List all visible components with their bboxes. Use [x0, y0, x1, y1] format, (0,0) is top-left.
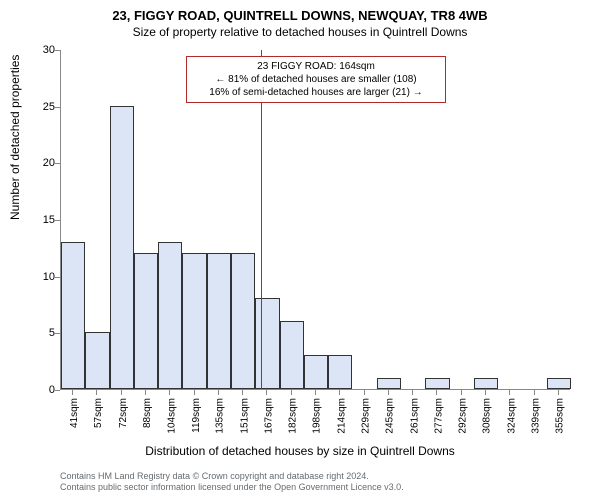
- x-tick-label: 355sqm: [555, 398, 566, 434]
- x-tick-mark: [364, 390, 365, 395]
- footer-attribution: Contains HM Land Registry data © Crown c…: [60, 471, 404, 494]
- y-tick-mark: [55, 163, 60, 164]
- x-tick-mark: [558, 390, 559, 395]
- x-tick-mark: [509, 390, 510, 395]
- y-tick-label: 30: [43, 44, 55, 56]
- x-tick-label: 57sqm: [93, 398, 104, 428]
- histogram-bar: [425, 378, 449, 389]
- x-tick-label: 182sqm: [288, 398, 299, 434]
- histogram-bar: [280, 321, 304, 389]
- x-tick-mark: [461, 390, 462, 395]
- histogram-bar: [207, 253, 231, 389]
- x-tick-label: 119sqm: [191, 398, 202, 433]
- info-box-line2: ← 81% of detached houses are smaller (10…: [193, 73, 439, 86]
- x-tick-mark: [485, 390, 486, 395]
- x-tick-mark: [388, 390, 389, 395]
- x-tick-mark: [169, 390, 170, 395]
- histogram-bar: [231, 253, 255, 389]
- x-tick-mark: [194, 390, 195, 395]
- x-tick-label: 245sqm: [385, 398, 396, 434]
- x-tick-label: 88sqm: [142, 398, 153, 428]
- x-tick-label: 292sqm: [458, 398, 469, 434]
- y-tick-label: 15: [43, 214, 55, 226]
- x-tick-mark: [436, 390, 437, 395]
- x-tick-label: 151sqm: [239, 398, 250, 434]
- info-box-line3: 16% of semi-detached houses are larger (…: [193, 86, 439, 99]
- y-tick-mark: [55, 333, 60, 334]
- histogram-bar: [134, 253, 158, 389]
- x-tick-label: 308sqm: [482, 398, 493, 434]
- histogram-bar: [110, 106, 134, 389]
- y-axis-label: Number of detached properties: [8, 55, 22, 220]
- info-box: 23 FIGGY ROAD: 164sqm ← 81% of detached …: [186, 56, 446, 103]
- x-tick-mark: [145, 390, 146, 395]
- x-tick-mark: [412, 390, 413, 395]
- histogram-bar: [182, 253, 206, 389]
- x-tick-label: 261sqm: [409, 398, 420, 434]
- chart-title-sub: Size of property relative to detached ho…: [0, 23, 600, 39]
- histogram-bar: [474, 378, 498, 389]
- x-tick-label: 324sqm: [506, 398, 517, 434]
- x-tick-mark: [121, 390, 122, 395]
- footer-line1: Contains HM Land Registry data © Crown c…: [60, 471, 404, 483]
- y-tick-label: 25: [43, 101, 55, 113]
- x-tick-label: 339sqm: [531, 398, 542, 434]
- x-tick-label: 277sqm: [433, 398, 444, 434]
- x-tick-mark: [291, 390, 292, 395]
- x-tick-mark: [315, 390, 316, 395]
- chart-plot-area: 23 FIGGY ROAD: 164sqm ← 81% of detached …: [60, 50, 570, 390]
- histogram-bar: [328, 355, 352, 389]
- x-tick-label: 198sqm: [312, 398, 323, 434]
- chart-title-main: 23, FIGGY ROAD, QUINTRELL DOWNS, NEWQUAY…: [0, 0, 600, 23]
- x-tick-label: 214sqm: [336, 398, 347, 434]
- y-tick-label: 10: [43, 271, 55, 283]
- x-tick-label: 104sqm: [166, 398, 177, 434]
- x-tick-mark: [339, 390, 340, 395]
- x-tick-mark: [96, 390, 97, 395]
- y-tick-label: 20: [43, 157, 55, 169]
- y-tick-mark: [55, 107, 60, 108]
- info-box-line1: 23 FIGGY ROAD: 164sqm: [193, 60, 439, 73]
- y-tick-mark: [55, 220, 60, 221]
- x-tick-label: 135sqm: [215, 398, 226, 434]
- x-tick-mark: [72, 390, 73, 395]
- x-tick-mark: [218, 390, 219, 395]
- y-tick-mark: [55, 50, 60, 51]
- x-tick-label: 72sqm: [118, 398, 129, 428]
- y-tick-mark: [55, 277, 60, 278]
- histogram-bar: [255, 298, 279, 389]
- histogram-bar: [377, 378, 401, 389]
- histogram-bar: [158, 242, 182, 389]
- x-tick-mark: [534, 390, 535, 395]
- footer-line2: Contains public sector information licen…: [60, 482, 404, 494]
- x-tick-mark: [242, 390, 243, 395]
- histogram-bar: [304, 355, 328, 389]
- x-tick-label: 41sqm: [69, 398, 80, 428]
- x-tick-label: 167sqm: [263, 398, 274, 434]
- y-tick-mark: [55, 390, 60, 391]
- x-tick-label: 229sqm: [361, 398, 372, 434]
- histogram-bar: [61, 242, 85, 389]
- x-tick-mark: [266, 390, 267, 395]
- histogram-bar: [85, 332, 109, 389]
- x-axis-title: Distribution of detached houses by size …: [0, 444, 600, 458]
- histogram-bar: [547, 378, 571, 389]
